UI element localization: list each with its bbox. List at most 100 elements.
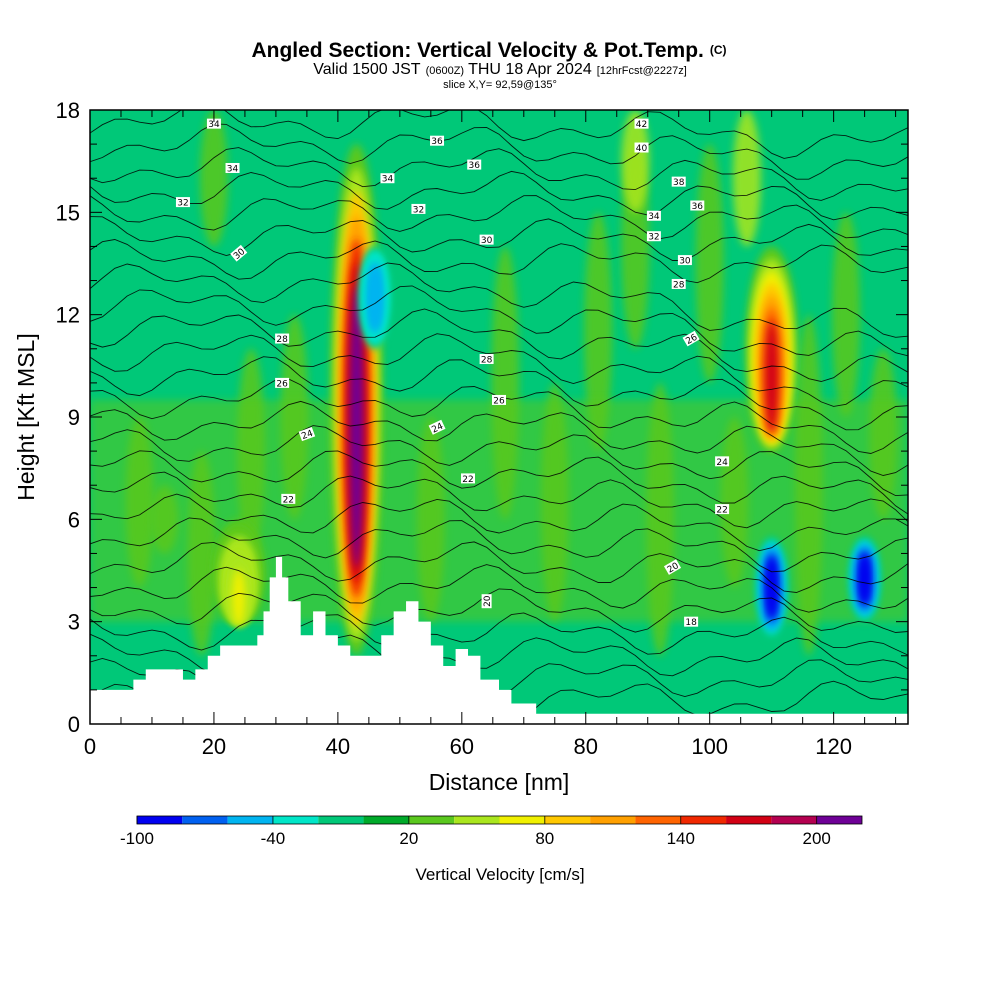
contour-label-box	[281, 493, 296, 504]
contour-label-box	[663, 559, 682, 575]
x-tick-label: 20	[202, 734, 226, 759]
contour-label-text: 28	[673, 280, 685, 290]
isentrope-line	[90, 493, 908, 552]
contour-label-box	[682, 330, 700, 347]
updraft-plume	[765, 319, 779, 433]
colorbar-swatch	[137, 816, 183, 824]
potential-temperature-contours	[90, 110, 908, 721]
colorbar-tick-label: 200	[803, 829, 831, 848]
velocity-band	[199, 110, 228, 247]
x-tick-label: 100	[691, 734, 728, 759]
contour-label-box	[715, 456, 730, 467]
colorbar-swatch	[227, 816, 273, 824]
contour-label: 24	[715, 456, 730, 468]
contour-label-text: 22	[462, 475, 473, 485]
contour-label-text: 18	[685, 618, 697, 628]
contour-label: 32	[175, 197, 190, 209]
contour-label-box	[411, 203, 426, 214]
contour-label-text: 28	[481, 356, 493, 366]
isentrope-line	[90, 541, 908, 593]
chart-title: Angled Section: Vertical Velocity & Pot.…	[251, 39, 726, 62]
contour-label: 36	[690, 200, 705, 212]
downdraft-plume	[860, 555, 869, 603]
plot-area: 34 34 32 30 28 26 24 22 36 34 36 32 30 28 26 24 22 20 42 40…	[90, 110, 908, 724]
contour-label-text: 34	[208, 120, 220, 130]
contour-label: 34	[380, 173, 395, 185]
x-axis-label: Distance [nm]	[429, 769, 570, 795]
contour-label: 18	[684, 616, 699, 628]
contour-label-text: 24	[300, 429, 314, 442]
contour-label-box	[634, 118, 649, 129]
contour-label-text: 28	[276, 335, 288, 345]
contour-label: 42	[634, 118, 649, 130]
contour-label-box	[206, 118, 221, 129]
y-axis-label: Height [Kft MSL]	[13, 333, 39, 500]
isentrope-line	[90, 356, 908, 431]
contour-label-text: 22	[716, 506, 727, 516]
y-tick-label: 12	[56, 303, 80, 328]
contour-label-box	[479, 234, 494, 245]
isentrope-line	[90, 285, 908, 357]
terrain	[90, 556, 908, 724]
contour-label-box	[225, 162, 240, 173]
colorbar-tick-label: -40	[261, 829, 286, 848]
colorbar-swatch	[680, 816, 727, 824]
contour-label-text: 42	[636, 120, 647, 130]
contour-label-box	[428, 419, 446, 435]
x-tick-label: 60	[450, 734, 474, 759]
contour-label-text: 26	[276, 379, 288, 389]
contour-label-text: 34	[227, 164, 239, 174]
isentrope-line	[90, 425, 908, 497]
contour-label-box	[298, 426, 316, 442]
contour-label-text: 24	[716, 458, 728, 468]
velocity-band	[584, 212, 613, 452]
contour-label-text: 22	[283, 495, 294, 505]
contour-label-box	[646, 210, 661, 221]
isentrope-line	[90, 612, 908, 656]
contour-label-text: 36	[692, 202, 704, 212]
x-axis: 0 20 40 60 80 100 120	[84, 110, 897, 759]
contour-label: 32	[411, 203, 426, 215]
contour-label-box	[479, 354, 494, 365]
contour-label: 36	[430, 135, 445, 147]
colorbar-swatch	[318, 816, 364, 824]
contour-label-box	[634, 142, 649, 153]
contour-label-text: 32	[413, 205, 424, 215]
y-tick-label: 18	[56, 98, 80, 123]
y-tick-label: 0	[68, 712, 80, 737]
x-tick-label: 80	[574, 734, 598, 759]
colorbar-label: Vertical Velocity [cm/s]	[415, 865, 584, 884]
contour-label-box	[380, 173, 395, 184]
isentrope-line	[90, 147, 908, 201]
contour-label-box	[671, 176, 686, 187]
colorbar-swatch	[272, 816, 319, 824]
velocity-band	[695, 144, 724, 383]
contour-label-box	[175, 197, 190, 208]
isentrope-line	[90, 308, 908, 382]
isentrope-line	[90, 123, 908, 180]
contour-label-box	[481, 594, 492, 609]
contour-label-text: 38	[673, 178, 685, 188]
contour-label: 22	[461, 473, 476, 485]
isentrope-line	[90, 588, 908, 633]
contour-label-text: 30	[481, 236, 493, 246]
downdraft-plume	[371, 269, 380, 326]
contour-label-text: 26	[493, 396, 505, 406]
colorbar-swatch	[454, 816, 500, 824]
contour-label: 28	[479, 354, 494, 366]
contour-label: 28	[275, 333, 290, 345]
colorbar-swatch	[726, 816, 772, 824]
colorbar-tick-label: -100	[120, 829, 154, 848]
isentrope-line	[90, 216, 908, 261]
contour-label-box	[646, 231, 661, 242]
colorbar-swatch	[635, 816, 681, 824]
velocity-band	[621, 110, 650, 213]
valid-time-subtitle: Valid 1500 JST (0600Z) THU 18 Apr 2024 [12h…	[313, 61, 687, 78]
contour-label: 30	[677, 255, 692, 267]
contour-label-box	[230, 244, 248, 262]
y-tick-label: 6	[68, 507, 80, 532]
colorbar-swatch	[771, 816, 817, 824]
contour-label-text: 24	[430, 422, 445, 436]
y-tick-label: 9	[68, 405, 80, 430]
